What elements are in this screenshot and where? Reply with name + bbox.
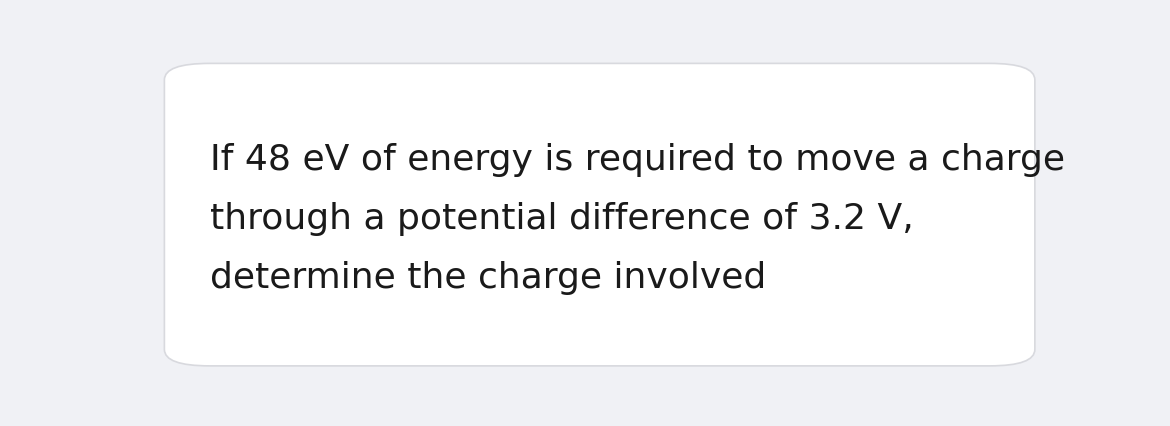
- Text: determine the charge involved: determine the charge involved: [209, 260, 766, 294]
- FancyBboxPatch shape: [164, 64, 1034, 366]
- Text: If 48 eV of energy is required to move a charge: If 48 eV of energy is required to move a…: [209, 142, 1065, 176]
- Text: through a potential difference of 3.2 V,: through a potential difference of 3.2 V,: [209, 201, 914, 236]
